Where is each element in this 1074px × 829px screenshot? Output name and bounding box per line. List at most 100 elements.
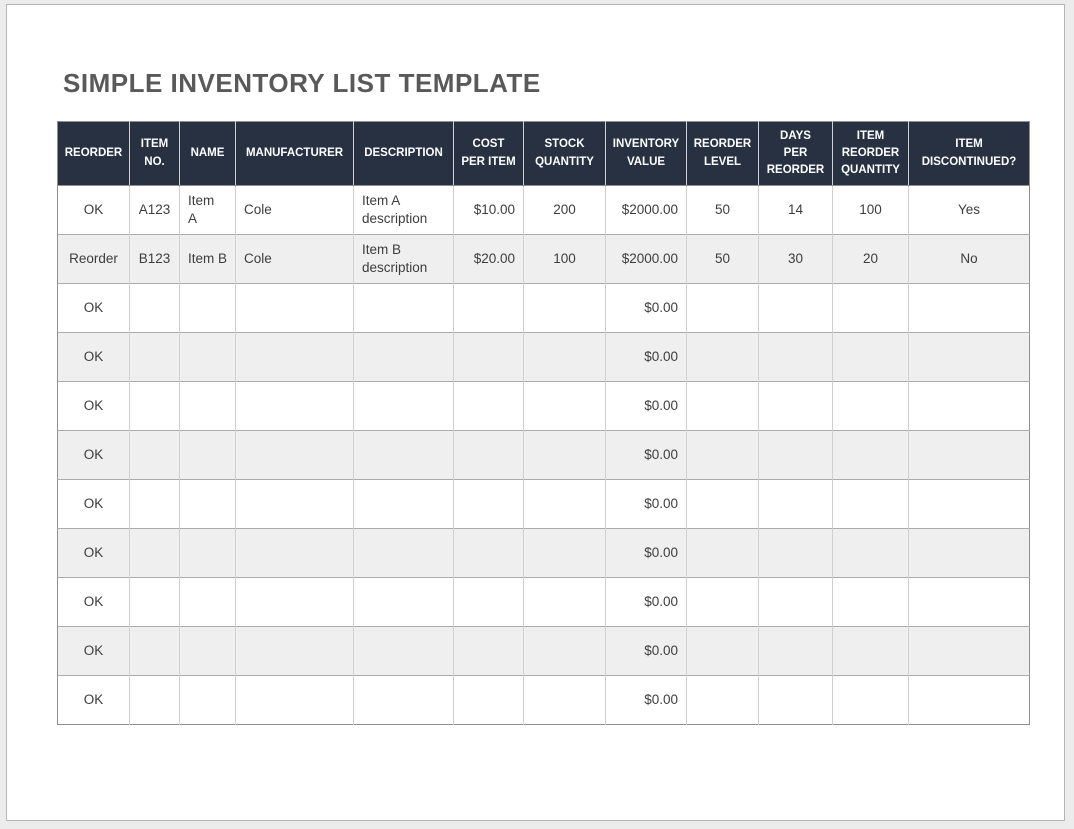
cell-manufacturer <box>235 479 354 529</box>
cell-reorder: OK <box>57 675 130 725</box>
cell-stock-quantity <box>523 332 606 382</box>
cell-item-reorder-quantity <box>832 430 909 480</box>
cell-days-per-reorder <box>758 332 833 382</box>
cell-stock-quantity <box>523 430 606 480</box>
cell-item-discontinued <box>908 430 1030 480</box>
cell-stock-quantity: 200 <box>523 185 606 235</box>
table-row: OK $0.00 <box>57 332 1030 382</box>
cell-item-no <box>129 675 180 725</box>
cell-description <box>353 626 454 676</box>
column-header-manufacturer: MANUFACTURER <box>235 121 354 186</box>
cell-item-discontinued <box>908 528 1030 578</box>
cell-manufacturer <box>235 577 354 627</box>
cell-item-no <box>129 381 180 431</box>
cell-stock-quantity: 100 <box>523 234 606 284</box>
cell-stock-quantity <box>523 381 606 431</box>
cell-inventory-value: $0.00 <box>605 675 687 725</box>
cell-reorder-level <box>686 283 759 333</box>
cell-item-discontinued: No <box>908 234 1030 284</box>
cell-manufacturer <box>235 430 354 480</box>
cell-reorder-level: 50 <box>686 234 759 284</box>
cell-item-discontinued <box>908 626 1030 676</box>
cell-item-reorder-quantity <box>832 479 909 529</box>
cell-stock-quantity <box>523 577 606 627</box>
cell-reorder-level <box>686 626 759 676</box>
column-header-days-per-reorder: DAYS PER REORDER <box>758 121 833 186</box>
cell-inventory-value: $0.00 <box>605 283 687 333</box>
cell-name <box>179 577 236 627</box>
cell-reorder-level <box>686 430 759 480</box>
cell-days-per-reorder: 14 <box>758 185 833 235</box>
cell-description: Item B description <box>353 234 454 284</box>
cell-name: Item B <box>179 234 236 284</box>
cell-inventory-value: $0.00 <box>605 332 687 382</box>
cell-reorder-level <box>686 332 759 382</box>
cell-item-reorder-quantity <box>832 675 909 725</box>
column-header-inventory-value: INVENTORY VALUE <box>605 121 687 186</box>
cell-cost-per-item <box>453 577 524 627</box>
cell-cost-per-item <box>453 332 524 382</box>
cell-cost-per-item <box>453 283 524 333</box>
cell-description <box>353 577 454 627</box>
cell-inventory-value: $2000.00 <box>605 234 687 284</box>
cell-reorder: OK <box>57 381 130 431</box>
cell-item-no <box>129 626 180 676</box>
table-row: OK $0.00 <box>57 430 1030 480</box>
cell-reorder: OK <box>57 430 130 480</box>
header-row: REORDER ITEM NO. NAME MANUFACTURER DESCRIPTI… <box>57 121 1030 186</box>
cell-inventory-value: $2000.00 <box>605 185 687 235</box>
cell-reorder: OK <box>57 185 130 235</box>
cell-stock-quantity <box>523 283 606 333</box>
cell-manufacturer <box>235 626 354 676</box>
cell-cost-per-item <box>453 381 524 431</box>
cell-manufacturer: Cole <box>235 185 354 235</box>
cell-reorder: OK <box>57 283 130 333</box>
table-header: REORDER ITEM NO. NAME MANUFACTURER DESCRIPTI… <box>57 121 1030 186</box>
cell-reorder: OK <box>57 528 130 578</box>
cell-reorder: OK <box>57 577 130 627</box>
cell-days-per-reorder <box>758 479 833 529</box>
cell-item-no <box>129 528 180 578</box>
cell-description <box>353 675 454 725</box>
cell-name <box>179 332 236 382</box>
cell-name <box>179 626 236 676</box>
table-row: OK $0.00 <box>57 626 1030 676</box>
cell-days-per-reorder <box>758 626 833 676</box>
cell-name <box>179 479 236 529</box>
cell-name <box>179 381 236 431</box>
table-body: OK A123 Item A Cole Item A description $10.00… <box>57 185 1030 725</box>
column-header-item-no: ITEM NO. <box>129 121 180 186</box>
cell-name: Item A <box>179 185 236 235</box>
cell-stock-quantity <box>523 479 606 529</box>
cell-item-no: B123 <box>129 234 180 284</box>
page-title: SIMPLE INVENTORY LIST TEMPLATE <box>63 68 541 98</box>
cell-stock-quantity <box>523 675 606 725</box>
cell-cost-per-item <box>453 626 524 676</box>
cell-item-reorder-quantity <box>832 626 909 676</box>
cell-item-no <box>129 283 180 333</box>
cell-stock-quantity <box>523 528 606 578</box>
cell-item-reorder-quantity: 20 <box>832 234 909 284</box>
cell-cost-per-item: $20.00 <box>453 234 524 284</box>
table-row: OK $0.00 <box>57 528 1030 578</box>
cell-stock-quantity <box>523 626 606 676</box>
cell-item-discontinued <box>908 577 1030 627</box>
cell-reorder-level <box>686 381 759 431</box>
cell-days-per-reorder: 30 <box>758 234 833 284</box>
cell-item-reorder-quantity <box>832 332 909 382</box>
cell-name <box>179 430 236 480</box>
table-row: OK A123 Item A Cole Item A description $10.00… <box>57 185 1030 235</box>
cell-cost-per-item <box>453 430 524 480</box>
cell-description <box>353 332 454 382</box>
column-header-cost-per-item: COST PER ITEM <box>453 121 524 186</box>
cell-inventory-value: $0.00 <box>605 577 687 627</box>
cell-reorder-level: 50 <box>686 185 759 235</box>
cell-description <box>353 528 454 578</box>
cell-description <box>353 479 454 529</box>
cell-manufacturer <box>235 332 354 382</box>
cell-cost-per-item <box>453 479 524 529</box>
cell-days-per-reorder <box>758 381 833 431</box>
cell-inventory-value: $0.00 <box>605 626 687 676</box>
cell-reorder: OK <box>57 626 130 676</box>
cell-description: Item A description <box>353 185 454 235</box>
